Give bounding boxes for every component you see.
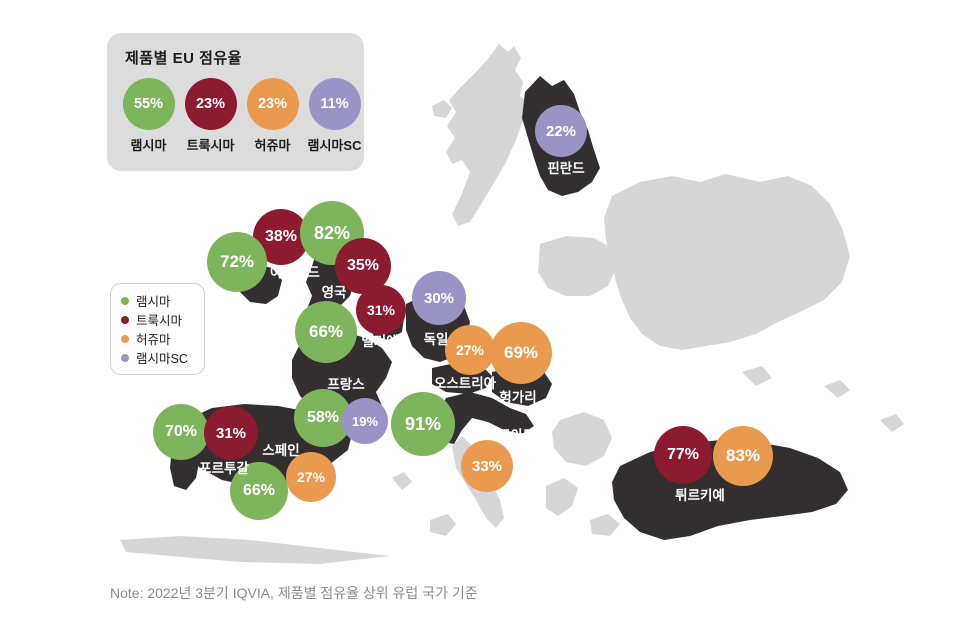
summary-title: 제품별 EU 점유율 bbox=[125, 50, 242, 67]
map-share-pin[interactable]: 27% bbox=[286, 452, 336, 502]
summary-bubble: 23% bbox=[246, 78, 299, 130]
map-share-pin[interactable]: 91% bbox=[391, 392, 455, 456]
map-share-pin[interactable]: 83% bbox=[713, 426, 773, 486]
country-label: 핀란드 bbox=[547, 161, 585, 176]
map-share-pin[interactable]: 22% bbox=[535, 105, 587, 157]
summary-item: 23% 허쥬마 bbox=[243, 78, 302, 154]
map-share-pin[interactable]: 66% bbox=[230, 462, 288, 520]
legend-color-dot-icon bbox=[121, 296, 129, 305]
map-share-pin[interactable]: 30% bbox=[412, 271, 466, 325]
map-other-countries bbox=[120, 44, 904, 564]
country-label: 아일랜드 bbox=[270, 265, 320, 280]
legend-label: 램시마 bbox=[136, 295, 171, 309]
country-label: 튀르키예 bbox=[675, 488, 725, 503]
summary-item: 55% 램시마 bbox=[119, 78, 178, 154]
country-label: 스페인 bbox=[262, 443, 300, 458]
map-share-pin[interactable]: 19% bbox=[342, 398, 388, 444]
legend-row[interactable]: 허쥬마 bbox=[121, 329, 196, 348]
summary-item: 11% 램시마SC bbox=[305, 78, 364, 154]
summary-product-label: 램시마SC bbox=[307, 138, 362, 153]
eu-share-summary-card: 제품별 EU 점유율 55% 램시마 23% 트룩시마 23% 허쥬마 11% 램시마SC bbox=[107, 33, 364, 171]
country-label: 크로아티아 bbox=[485, 428, 549, 443]
map-share-pin[interactable]: 69% bbox=[490, 322, 552, 384]
map-share-pin[interactable]: 27% bbox=[445, 325, 495, 375]
map-share-pin[interactable]: 33% bbox=[461, 440, 513, 492]
map-share-pin[interactable]: 77% bbox=[654, 426, 712, 484]
map-share-pin[interactable]: 72% bbox=[207, 232, 267, 292]
country-label: 포르투갈 bbox=[199, 461, 249, 476]
legend-row[interactable]: 트룩시마 bbox=[121, 310, 196, 329]
country-label: 독일 bbox=[423, 332, 449, 347]
legend-label: 램시마SC bbox=[136, 352, 188, 366]
legend-label: 허쥬마 bbox=[136, 333, 171, 347]
summary-bubble: 11% bbox=[308, 78, 361, 130]
country-label: 벨기에 bbox=[361, 334, 399, 349]
country-label: 헝가리 bbox=[499, 390, 537, 405]
summary-product-label: 허쥬마 bbox=[254, 138, 291, 153]
country-label: 프랑스 bbox=[327, 377, 365, 392]
map-share-pin[interactable]: 70% bbox=[153, 404, 209, 460]
legend-label: 트룩시마 bbox=[136, 314, 183, 328]
map-share-pin[interactable]: 31% bbox=[356, 285, 406, 335]
legend-color-dot-icon bbox=[121, 315, 129, 324]
map-share-pin[interactable]: 66% bbox=[295, 301, 357, 363]
legend-color-dot-icon bbox=[121, 334, 129, 343]
summary-item-list: 55% 램시마 23% 트룩시마 23% 허쥬마 11% 램시마SC bbox=[107, 78, 364, 154]
summary-product-label: 램시마 bbox=[130, 138, 167, 153]
summary-bubble: 55% bbox=[122, 78, 175, 130]
legend-row[interactable]: 램시마SC bbox=[121, 348, 196, 367]
summary-product-label: 트룩시마 bbox=[186, 138, 235, 153]
country-label: 영국 bbox=[321, 285, 347, 300]
footnote: Note: 2022년 3분기 IQVIA, 제품별 점유율 상위 유럽 국가 … bbox=[110, 585, 478, 601]
legend-color-dot-icon bbox=[121, 353, 129, 362]
summary-bubble: 23% bbox=[184, 78, 237, 130]
country-label: 오스트리아 bbox=[433, 376, 497, 391]
legend-row[interactable]: 램시마 bbox=[121, 291, 196, 310]
map-share-pin[interactable]: 31% bbox=[204, 406, 258, 460]
summary-item: 23% 트룩시마 bbox=[181, 78, 240, 154]
